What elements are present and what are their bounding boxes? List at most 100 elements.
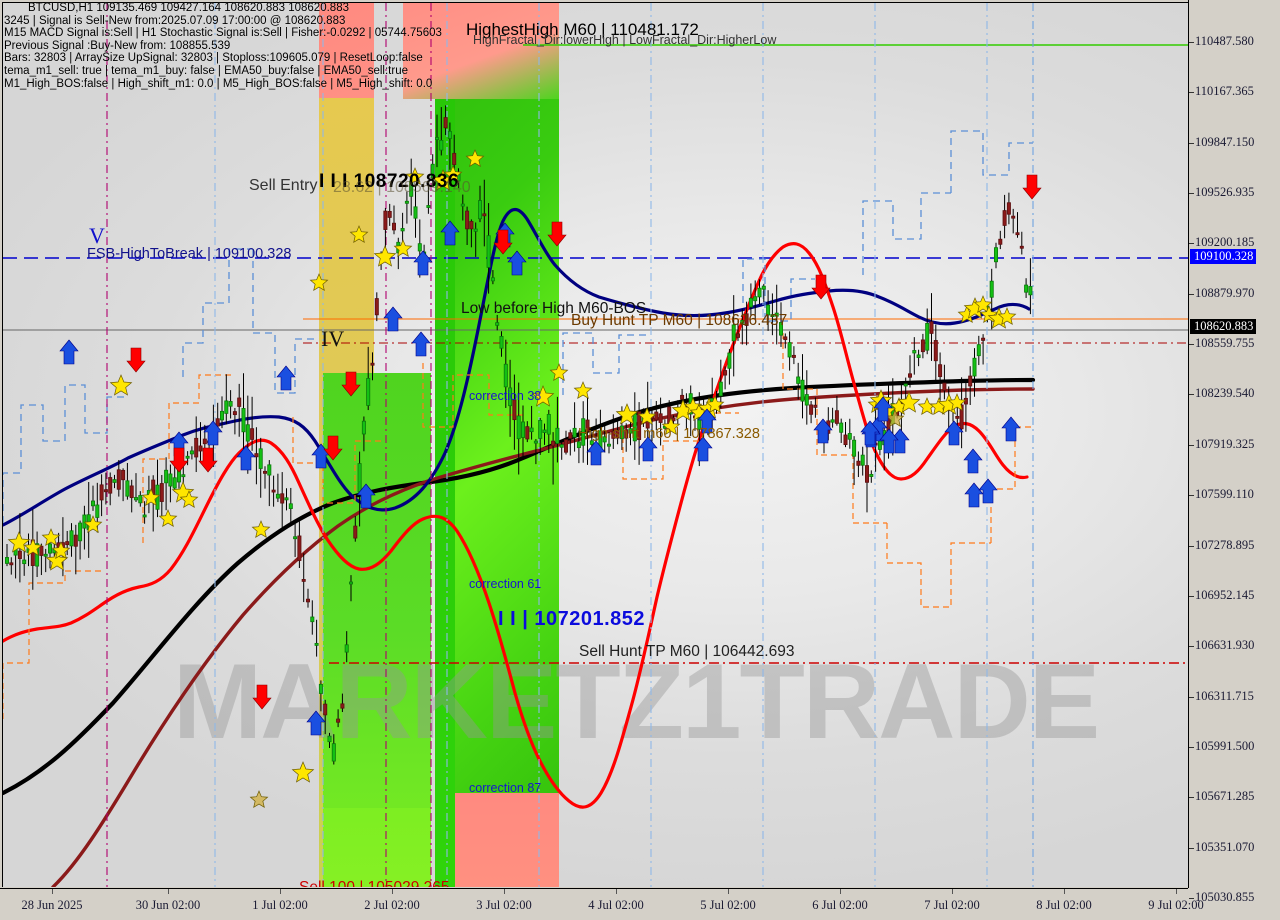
time-tick-mark — [504, 889, 505, 894]
tema-ema-line: tema_m1_sell: true | tema_m1_buy: false … — [4, 64, 408, 77]
price-tick-mark — [1189, 344, 1194, 345]
time-tick-mark — [1176, 889, 1177, 894]
candle-bearish — [452, 152, 457, 165]
time-tick-label: 1 Jul 02:00 — [252, 898, 308, 912]
fractal-channel-lower — [3, 333, 1033, 719]
signal-star-marker — [309, 273, 329, 292]
candle-bullish — [912, 350, 917, 354]
chart-series-layer — [3, 3, 1189, 887]
zone-band-red-2 — [455, 793, 559, 887]
candle-bullish — [43, 553, 48, 557]
candle-bullish — [559, 444, 564, 448]
candle-bearish — [736, 333, 741, 338]
candle-bearish — [129, 485, 134, 499]
buy-arrow-marker — [964, 482, 984, 508]
buy-arrow-marker — [507, 250, 527, 276]
candle-bullish — [555, 427, 560, 444]
signal-star-marker — [997, 307, 1017, 326]
price-tick-label: 108879.970 — [1195, 286, 1255, 300]
candle-bullish — [460, 203, 465, 207]
candle-bullish — [473, 228, 478, 232]
ma-red — [3, 242, 1029, 809]
candle-bullish — [439, 140, 444, 151]
sell-arrow-marker — [811, 274, 831, 300]
annotation-correction-87: correction 87 — [469, 781, 542, 795]
candle-bullish — [164, 469, 169, 484]
candle-bullish — [181, 474, 186, 478]
candle-bullish — [310, 616, 315, 623]
price-tick-label: 108239.540 — [1195, 386, 1255, 400]
candle-bullish — [168, 473, 173, 487]
candle-bullish — [258, 448, 263, 469]
signal-star-marker — [41, 528, 61, 547]
session-separators — [106, 3, 1034, 887]
candle-bullish — [133, 497, 138, 501]
buy-arrow-marker — [411, 331, 431, 357]
candle-bearish — [482, 213, 487, 217]
signal-star-marker — [549, 363, 569, 382]
candle-bullish — [366, 378, 371, 406]
buy-arrow-marker — [638, 436, 658, 462]
candle-bullish — [546, 414, 551, 435]
bars-arraysize-line: Bars: 32803 | ArraySize UpSignal: 32803 … — [4, 52, 423, 65]
zone-band-green-2 — [323, 808, 431, 887]
signal-star-marker — [405, 167, 425, 186]
candle-bullish — [228, 401, 233, 407]
candle-bullish — [619, 425, 624, 440]
candle-bullish — [495, 322, 500, 326]
candle-bearish — [783, 336, 788, 341]
signal-star-marker — [393, 239, 413, 258]
candle-bullish — [989, 280, 994, 298]
candle-bearish — [1011, 215, 1016, 219]
candle-bullish — [288, 503, 293, 509]
candle-bullish — [529, 427, 534, 433]
candle-bullish — [860, 454, 865, 466]
candle-bullish — [224, 400, 229, 414]
price-tick-mark — [1189, 243, 1194, 244]
candle-bullish — [138, 495, 143, 504]
sell-arrow-marker — [126, 347, 146, 373]
candle-bullish — [142, 514, 147, 518]
candle-bearish — [194, 437, 199, 458]
previous-signal-line: Previous Signal :Buy-New from: 108855.53… — [4, 39, 231, 52]
candle-bullish — [516, 415, 521, 440]
signal-star-marker — [947, 393, 967, 412]
candle-bearish — [301, 579, 306, 582]
signal-line: 3245 | Signal is Sell-New from:2025.07.0… — [4, 14, 346, 27]
annotation-buy-hunt-tp: Buy Hunt TP M60 | 108626.437 — [571, 312, 788, 329]
signal-star-marker — [661, 417, 681, 436]
price-tick-label: 105351.070 — [1195, 840, 1255, 854]
price-tick-mark — [1189, 596, 1194, 597]
candle-bullish — [916, 354, 921, 358]
signal-star-marker — [83, 515, 103, 534]
candle-bearish — [680, 394, 685, 400]
candle-bearish — [9, 562, 14, 566]
buy-arrow-marker — [311, 443, 331, 469]
candle-bearish — [865, 465, 870, 483]
candle-bullish — [757, 287, 762, 298]
price-tick-mark — [1189, 747, 1194, 748]
candle-bearish — [305, 598, 310, 603]
candle-bullish — [804, 394, 809, 406]
buy-arrow-marker — [879, 428, 899, 454]
candle-bearish — [929, 321, 934, 334]
candle-bearish — [254, 453, 259, 458]
signal-star-marker — [51, 541, 71, 560]
price-axis[interactable]: 110487.580 110167.365 109847.150 109526.935… — [1188, 0, 1280, 904]
signal-star-marker — [7, 531, 31, 553]
candle-bullish — [426, 205, 431, 208]
candle-bullish — [774, 312, 779, 317]
candle-bullish — [348, 581, 353, 585]
chart-info-header: BTCUSD,H1 109135.469 109427.164 108620.8… — [4, 2, 442, 90]
candle-bearish — [959, 404, 964, 430]
signal-star-marker — [141, 488, 161, 507]
buy-arrow-marker — [860, 420, 880, 446]
candle-bearish — [103, 489, 108, 493]
time-axis[interactable]: 28 Jun 2025 30 Jun 02:00 1 Jul 02:00 2 Jul … — [0, 888, 1204, 920]
price-tick-label: 107599.110 — [1195, 487, 1254, 501]
candle-bullish — [477, 200, 482, 220]
chart-plot-area[interactable]: MARKETZ1TRADE — [2, 2, 1189, 887]
price-tick-mark — [1189, 697, 1194, 698]
candle-bullish — [533, 440, 538, 444]
candle-bearish — [370, 362, 375, 366]
